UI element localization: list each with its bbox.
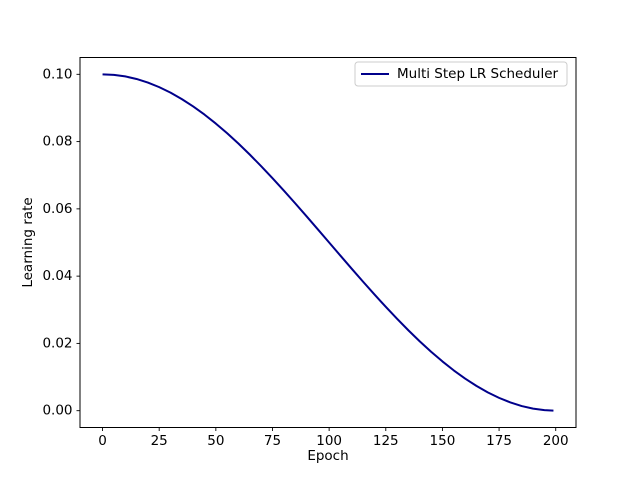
x-tick-label: 100 [316,433,342,449]
x-tick-label: 200 [543,433,569,449]
x-axis-label: Epoch [307,448,348,464]
x-tick-label: 125 [373,433,399,449]
x-tick-label: 25 [151,433,168,449]
y-tick-label: 0.02 [42,335,72,351]
y-tick-label: 0.10 [42,66,72,82]
y-axis-label: Learning rate [20,197,36,287]
legend-label: Multi Step LR Scheduler [397,66,559,82]
legend-box [354,61,568,87]
y-tick-label: 0.06 [42,201,72,217]
y-tick-label: 0.00 [42,403,72,419]
x-tick-label: 175 [486,433,512,449]
x-tick-label: 150 [430,433,456,449]
y-tick-label: 0.08 [42,134,72,150]
x-tick-label: 75 [264,433,281,449]
x-tick-label: 0 [98,433,107,449]
y-tick-label: 0.04 [42,268,72,284]
x-tick-label: 50 [207,433,224,449]
series-line [102,73,554,412]
